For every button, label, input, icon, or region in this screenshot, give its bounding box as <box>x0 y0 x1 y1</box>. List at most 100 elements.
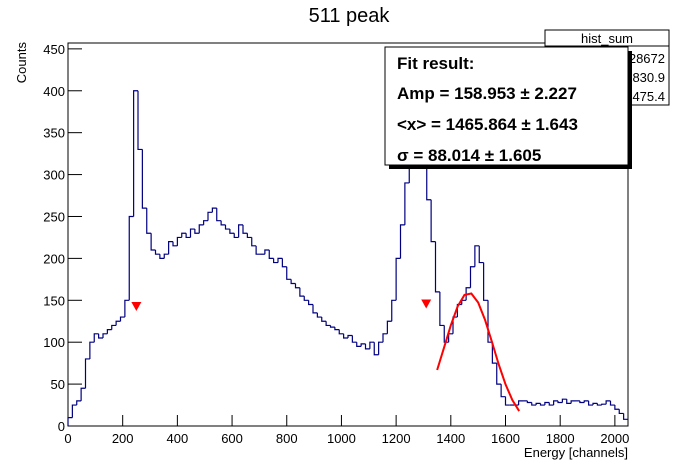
histogram-bin <box>150 233 156 251</box>
histogram-bin <box>347 334 353 339</box>
y-tick-label: 450 <box>43 42 65 57</box>
histogram-bin <box>518 400 523 406</box>
histogram-bin <box>592 402 598 406</box>
histogram-bin <box>469 266 475 288</box>
histogram-bin <box>290 279 296 285</box>
histogram-bin <box>378 341 383 355</box>
histogram-bin <box>334 327 340 331</box>
x-tick-label: 1600 <box>491 431 520 446</box>
histogram-bin <box>614 405 620 410</box>
histogram-bin <box>579 400 585 404</box>
histogram-bin <box>391 299 397 322</box>
histogram-bin <box>351 335 357 343</box>
histogram-bin <box>98 333 103 339</box>
histogram-bin <box>224 224 230 230</box>
histogram-bin <box>312 304 318 314</box>
histogram-bin <box>434 241 440 293</box>
histogram-bin <box>570 400 576 404</box>
histogram-bin <box>203 220 208 225</box>
y-tick-label: 50 <box>51 377 65 392</box>
histogram-bin <box>448 333 453 343</box>
y-tick-label: 300 <box>43 168 65 183</box>
x-tick-label: 400 <box>167 431 189 446</box>
histogram-bin <box>566 399 572 404</box>
fit-title: Fit result: <box>397 54 474 73</box>
histogram-bin <box>539 403 545 406</box>
histogram-bin <box>264 249 270 255</box>
histogram-bin <box>439 291 445 327</box>
histogram-bin <box>255 245 261 255</box>
x-tick-label: 1200 <box>382 431 411 446</box>
histogram-bin <box>119 316 125 322</box>
histogram-bin <box>308 300 313 306</box>
histogram-bin <box>356 342 362 347</box>
histogram-bin <box>386 320 392 334</box>
histogram-bin <box>395 257 401 301</box>
histogram-bin <box>364 343 370 350</box>
histogram-bin <box>102 333 108 339</box>
histogram-bin <box>465 287 471 301</box>
histogram-bin <box>426 166 432 201</box>
histogram-bin <box>220 220 226 226</box>
histogram-bin <box>618 409 624 415</box>
stats-title: hist_sum <box>581 31 633 46</box>
histogram-bin <box>128 215 134 301</box>
histogram-bin <box>491 342 497 364</box>
histogram-bin <box>154 250 160 255</box>
histogram-bin <box>198 224 204 234</box>
histogram-bin <box>71 404 77 418</box>
histogram-bin <box>373 342 379 356</box>
histogram-bin <box>80 387 86 401</box>
histogram-bin <box>343 333 348 339</box>
histogram-bin <box>176 236 182 246</box>
histogram-bin <box>172 241 178 247</box>
histogram-bin <box>360 343 366 347</box>
histogram-bin <box>496 363 502 385</box>
fit-line: Amp = 158.953 ± 2.227 <box>397 84 577 103</box>
histogram-bin <box>216 208 222 222</box>
histogram-bin <box>76 400 82 406</box>
histogram-bin <box>67 417 73 426</box>
histogram-bin <box>544 401 550 406</box>
x-tick-label: 600 <box>221 431 243 446</box>
histogram-bin <box>189 228 195 238</box>
histogram-bin <box>163 253 169 259</box>
histogram-bin <box>181 232 187 238</box>
histogram-bin <box>553 400 558 406</box>
histogram-bin <box>238 224 243 238</box>
histogram-bin <box>588 400 593 406</box>
histogram-bin <box>483 262 488 301</box>
histogram-bin <box>504 396 510 406</box>
y-tick-label: 0 <box>58 419 65 434</box>
plot-frame <box>67 42 629 427</box>
histogram-bin <box>583 400 589 403</box>
fit-line: <x> = 1465.864 ± 1.643 <box>397 115 578 134</box>
histogram-bin <box>168 241 173 255</box>
histogram-bin <box>146 208 152 234</box>
histogram-bin <box>456 303 462 318</box>
histogram-bin <box>106 329 112 334</box>
x-tick-label: 200 <box>112 431 134 446</box>
histogram-bin <box>273 258 278 264</box>
histogram-bin <box>251 237 257 247</box>
histogram-bin <box>277 257 283 263</box>
histogram-bin <box>404 182 410 225</box>
histogram-bin <box>294 283 300 289</box>
marker <box>421 299 432 309</box>
x-tick-label: 2000 <box>600 431 629 446</box>
x-tick-label: 1400 <box>436 431 465 446</box>
histogram-bin <box>443 325 449 343</box>
histogram-bin <box>124 299 130 318</box>
x-axis-label: Energy [channels] <box>524 445 628 460</box>
histogram-bin <box>299 287 305 297</box>
histogram-bin <box>303 296 309 301</box>
histogram-bin <box>325 321 331 327</box>
histogram-bin <box>382 333 388 343</box>
histogram-bin <box>115 320 121 326</box>
y-tick-label: 150 <box>43 293 65 308</box>
histogram-bin <box>194 229 200 234</box>
stats-value: 28672 <box>629 51 665 66</box>
histogram-bin <box>137 90 143 151</box>
histogram-bin <box>623 413 628 420</box>
histogram-bin <box>185 233 191 239</box>
